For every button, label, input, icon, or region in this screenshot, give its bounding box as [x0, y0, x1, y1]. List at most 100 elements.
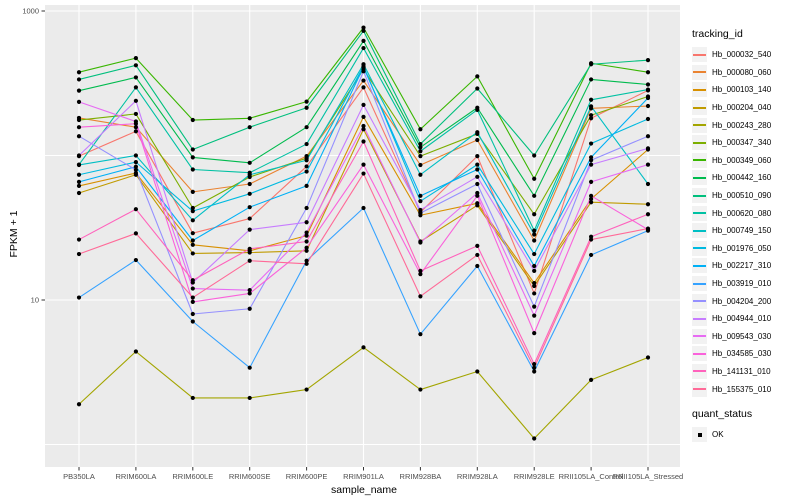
legend-key [692, 223, 707, 239]
legend-key [692, 293, 707, 309]
data-point [304, 125, 309, 130]
legend-line-swatch [693, 159, 706, 162]
legend-key [692, 346, 707, 362]
data-point [361, 171, 366, 176]
y-tick-label: 1000 [22, 7, 39, 16]
data-point [133, 257, 138, 263]
legend-item: Hb_000349_060 [692, 152, 798, 170]
data-point [418, 207, 423, 213]
data-point [361, 25, 366, 30]
legend-item: Hb_034585_030 [692, 345, 798, 363]
data-point [418, 127, 423, 132]
data-point [133, 153, 138, 158]
data-point [475, 74, 480, 79]
data-point [645, 103, 651, 109]
data-point [304, 233, 309, 238]
data-point [76, 117, 82, 123]
data-point [76, 162, 82, 168]
data-point [76, 251, 82, 257]
data-point [418, 149, 423, 154]
data-point [645, 162, 651, 167]
data-point [589, 196, 594, 202]
data-point [532, 304, 537, 309]
x-tick-label: RRII105LA_Control [559, 472, 624, 481]
legend-item: Hb_004944_010 [692, 310, 798, 328]
data-point [76, 237, 82, 242]
legend-key [692, 64, 707, 80]
data-point [475, 130, 480, 135]
data-point [190, 299, 195, 305]
quant-ok-marker-icon [697, 432, 702, 437]
data-point [645, 87, 651, 92]
data-point [418, 387, 423, 392]
legend-item: Hb_009543_030 [692, 328, 798, 346]
legend-key [692, 152, 707, 168]
data-point [418, 240, 423, 245]
data-point [532, 153, 537, 158]
data-point [76, 70, 82, 75]
legend-item-label: Hb_000032_540 [712, 50, 772, 60]
data-point [475, 369, 480, 374]
data-point [418, 211, 423, 216]
data-point [247, 205, 252, 210]
data-point [589, 141, 594, 146]
data-point [190, 311, 195, 317]
x-tick-label: PB350LA [63, 472, 95, 481]
data-point [190, 117, 195, 123]
x-tick-label: RRIM928LE [514, 472, 555, 481]
legend-key [692, 135, 707, 151]
legend-title-quant-status: quant_status [692, 407, 753, 420]
data-point [645, 58, 651, 63]
data-point [190, 238, 195, 243]
legend-item: Hb_000347_340 [692, 134, 798, 152]
data-point [133, 207, 138, 212]
data-point [589, 252, 594, 258]
legend-item-label: Hb_009543_030 [712, 331, 772, 341]
data-point [532, 212, 537, 217]
data-point [190, 395, 195, 401]
legend-item: Hb_000032_540 [692, 46, 798, 64]
legend-line-swatch [693, 317, 706, 320]
legend-line-swatch [693, 388, 706, 391]
data-point [304, 183, 309, 189]
legend-item: Hb_000510_090 [692, 187, 798, 205]
data-point [190, 278, 195, 283]
legend-item-label: Hb_000243_280 [712, 120, 772, 130]
legend-item-label: Hb_004204_200 [712, 296, 772, 306]
legend-line-swatch [693, 106, 706, 109]
data-point [133, 56, 138, 61]
data-point [247, 395, 252, 401]
legend-key [692, 240, 707, 256]
legend-item-quant-ok: OK [692, 426, 798, 444]
legend-line-swatch [693, 229, 706, 232]
legend-line-swatch [693, 141, 706, 144]
legend-line-swatch [693, 212, 706, 215]
data-point [133, 167, 138, 172]
data-point [304, 169, 309, 174]
data-point [532, 436, 537, 441]
legend-line-swatch [693, 335, 706, 338]
data-point [589, 193, 594, 198]
data-point [418, 272, 423, 277]
data-point [532, 228, 537, 233]
data-point [304, 261, 309, 266]
legend-item: Hb_155375_010 [692, 380, 798, 398]
legend-key [692, 188, 707, 204]
x-tick-label: RRIM600LE [172, 472, 213, 481]
legend-item: Hb_000103_140 [692, 81, 798, 99]
data-point [304, 387, 309, 392]
data-point [247, 116, 252, 121]
legend-item-label: OK [712, 430, 724, 440]
data-point [589, 179, 594, 184]
data-point [133, 231, 138, 236]
data-point [532, 280, 537, 286]
data-point [133, 125, 138, 130]
data-point [532, 313, 537, 318]
data-point [247, 291, 252, 296]
x-tick-label: RRIM600PE [286, 472, 328, 481]
data-point [475, 203, 480, 208]
legend-item-label: Hb_141131_010 [712, 366, 771, 376]
data-point [304, 141, 309, 147]
data-point [190, 167, 195, 172]
